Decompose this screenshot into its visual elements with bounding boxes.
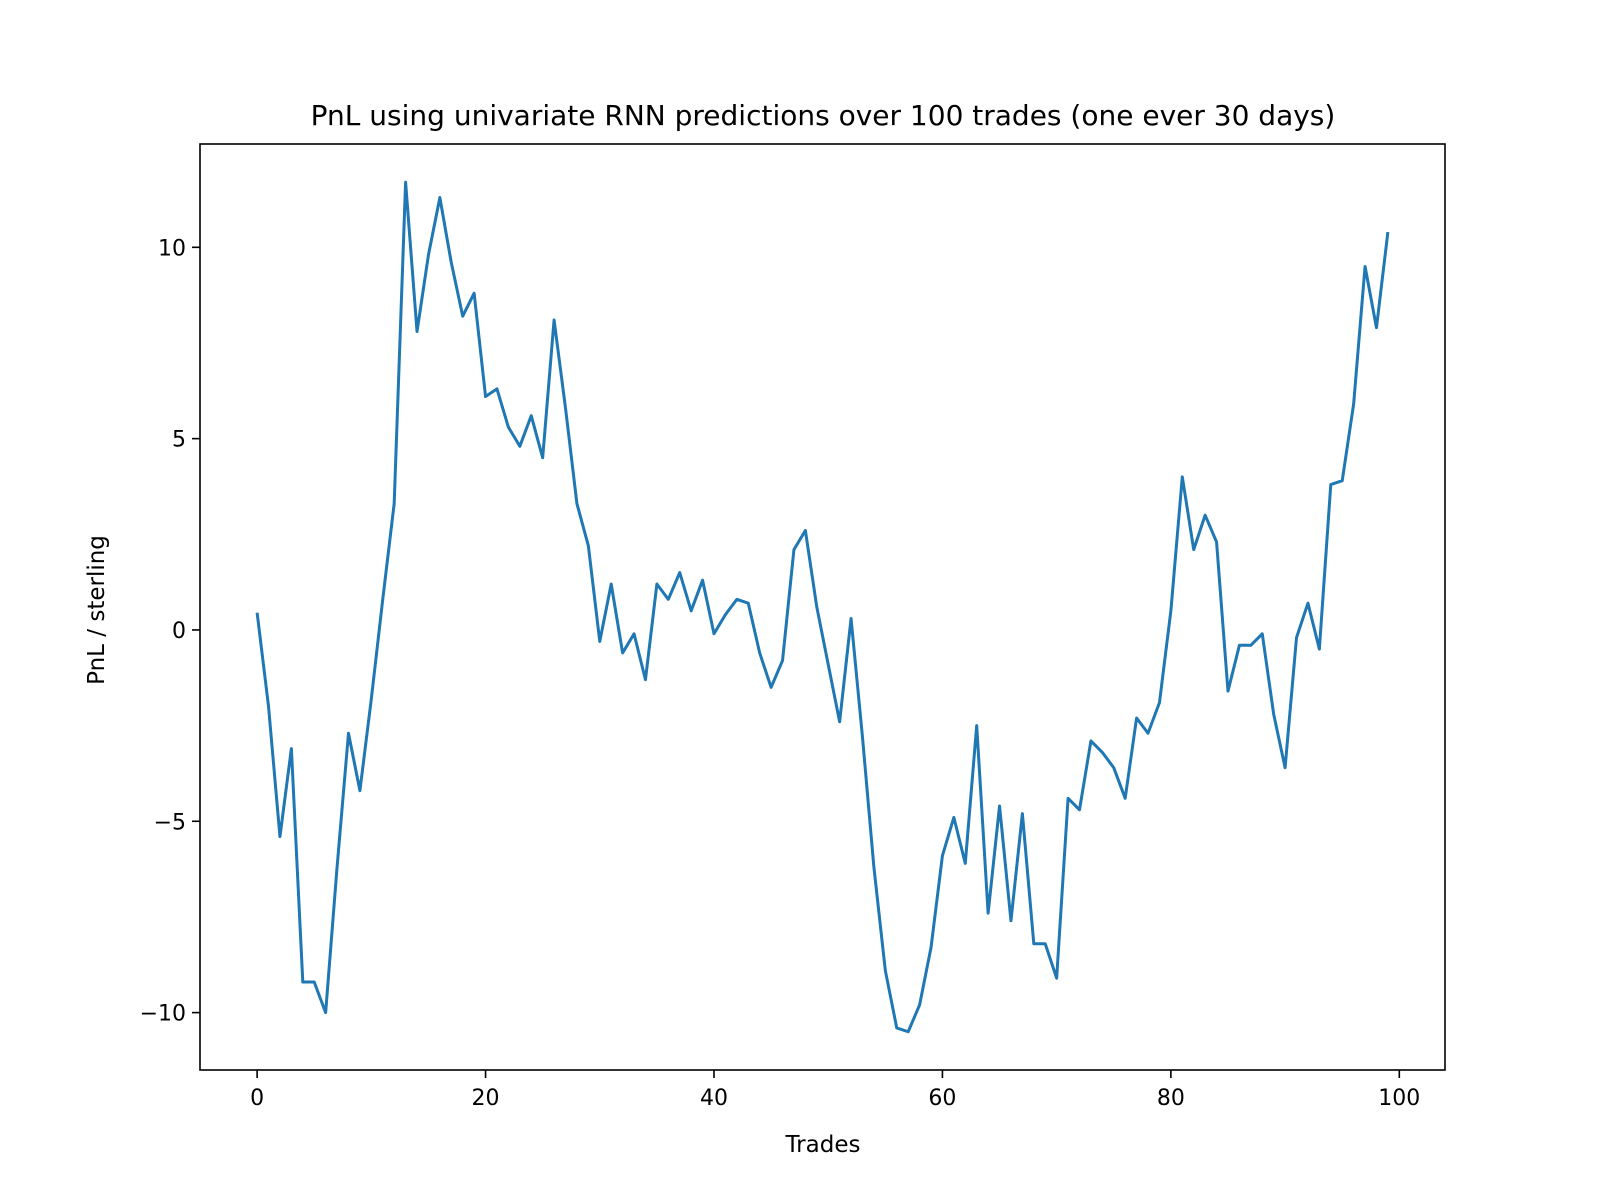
chart-title: PnL using univariate RNN predictions ove… [311, 99, 1336, 132]
y-tick-label: −10 [140, 1002, 186, 1027]
y-axis-ticks: −10 −5 0 5 10 [140, 236, 200, 1027]
x-tick-label: 100 [1378, 1086, 1420, 1111]
y-tick-label: 0 [172, 619, 186, 644]
plot-area [199, 143, 1446, 1071]
x-axis-title: Trades [785, 1132, 861, 1158]
x-tick-label: 20 [472, 1086, 500, 1111]
y-tick-label: 5 [172, 428, 186, 453]
pnl-series-line [255, 180, 1390, 1034]
x-tick-label: 0 [250, 1086, 264, 1111]
y-tick-label: −5 [154, 810, 186, 835]
y-axis-title: PnL / sterling [84, 535, 110, 685]
x-tick-label: 40 [700, 1086, 728, 1111]
x-axis-ticks: 0 20 40 60 80 100 [250, 1070, 1420, 1111]
x-tick-label: 60 [928, 1086, 956, 1111]
y-tick-label: 10 [158, 236, 186, 261]
plot-frame [199, 143, 1446, 1071]
x-tick-label: 80 [1157, 1086, 1185, 1111]
